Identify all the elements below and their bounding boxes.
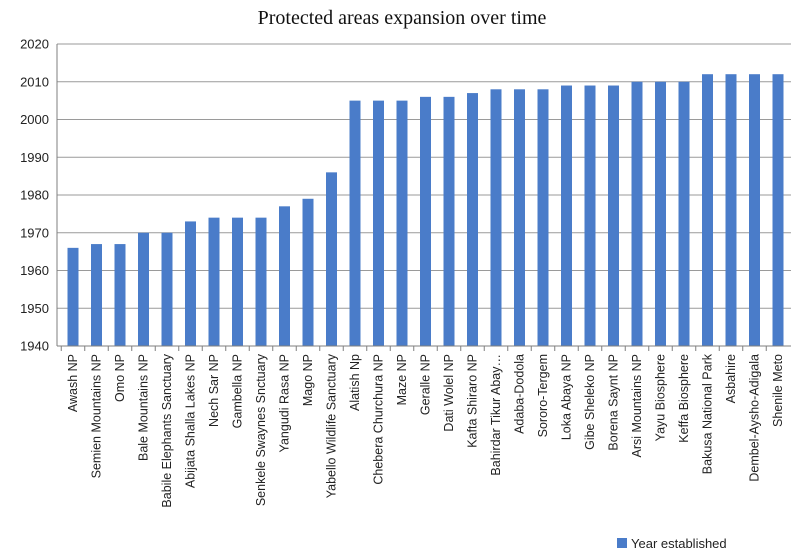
x-tick-label: Dati Wolel NP xyxy=(442,354,456,432)
bar xyxy=(514,89,525,347)
x-tick-label: Arsi Mountains NP xyxy=(630,354,644,458)
legend-swatch xyxy=(617,538,627,548)
x-tick-label: Bale Mountains NP xyxy=(137,354,151,461)
x-tick-label: Bakusa National Park xyxy=(701,353,715,474)
x-tick-label: Alatish Np xyxy=(348,354,362,411)
bar xyxy=(232,217,243,346)
y-tick-labels: 1940 1950 1960 1970 1980 1990 2000 2010 2020 xyxy=(20,37,49,354)
bar xyxy=(161,232,173,346)
bar xyxy=(91,244,102,346)
bar xyxy=(631,81,643,346)
x-tick-label: Gibe Sheleko NP xyxy=(583,354,597,450)
bar xyxy=(561,85,572,347)
y-tick-label: 1950 xyxy=(20,301,49,316)
bar xyxy=(749,74,760,346)
y-tick-label: 1980 xyxy=(20,188,49,203)
x-tick-label: Awash NP xyxy=(66,354,80,412)
bar xyxy=(279,206,290,346)
bar xyxy=(373,100,384,346)
x-tick-label: Senkele Swaynes Snctuary xyxy=(254,353,268,506)
x-tick-label: Bahirdar Tikur Abay… xyxy=(489,354,503,476)
x-tick-label: Chebera Churchura NP xyxy=(372,354,386,485)
legend: Year established xyxy=(617,536,727,551)
x-tick-label: Adaba-Dodola xyxy=(513,354,527,434)
x-tick-label: Abijata Shalla Lakes NP xyxy=(184,354,198,488)
x-tick-label: Asbahire xyxy=(724,354,738,403)
bar xyxy=(138,232,149,346)
x-tick-label: Gambella NP xyxy=(231,354,245,428)
x-tick-label: Nech Sar NP xyxy=(207,354,221,427)
bar xyxy=(349,100,361,346)
bar xyxy=(67,247,79,346)
bar xyxy=(208,217,220,346)
bar xyxy=(490,89,502,347)
y-tick-label: 2020 xyxy=(20,37,49,52)
x-tick-label: Babile Elephants Sanctuary xyxy=(160,353,174,507)
x-tick-label: Yayu Biosphere xyxy=(654,354,668,441)
bar xyxy=(443,96,455,346)
y-tick-label: 2010 xyxy=(20,74,49,89)
bar xyxy=(584,85,596,347)
x-tick-label: Borena Saynt NP xyxy=(607,354,621,451)
bar xyxy=(772,74,784,346)
y-tick-label: 1960 xyxy=(20,263,49,278)
x-tick-label: Shenile Meto xyxy=(771,354,785,427)
bar xyxy=(302,198,314,346)
chart-title: Protected areas expansion over time xyxy=(258,7,547,29)
x-tick-label: Maze NP xyxy=(395,354,409,405)
y-tick-label: 1970 xyxy=(20,225,49,240)
bar xyxy=(255,217,267,346)
x-tick-label: Omo NP xyxy=(113,354,127,402)
x-tick-labels: Awash NP Semien Mountains NP Omo NP Bale Mo… xyxy=(66,353,785,507)
x-tick-label: Yangudi Rasa NP xyxy=(278,354,292,452)
x-tick-label: Loka Abaya NP xyxy=(560,354,574,440)
bar xyxy=(467,93,478,346)
x-tick-label: Keffa Biosphere xyxy=(677,354,691,443)
x-tick-label: Geralle NP xyxy=(419,354,433,415)
x-tick-label: Mago NP xyxy=(301,354,315,406)
bar xyxy=(396,100,408,346)
bar xyxy=(725,74,737,346)
bars xyxy=(67,74,784,347)
x-tick-label: Dembel-Aysho-Adigala xyxy=(748,354,762,482)
bar xyxy=(420,96,431,346)
bar xyxy=(326,172,337,346)
x-tick-label: Kafta Shiraro NP xyxy=(466,354,480,448)
bar xyxy=(608,85,619,347)
bar xyxy=(702,74,713,346)
bar xyxy=(678,81,690,346)
x-tick-label: Semien Mountains NP xyxy=(90,354,104,478)
x-tick-label: Sororo-Tergem xyxy=(536,354,550,437)
axes xyxy=(56,44,791,351)
bar xyxy=(185,221,196,346)
y-tick-label: 1940 xyxy=(20,339,49,354)
y-tick-label: 1990 xyxy=(20,150,49,165)
y-tick-label: 2000 xyxy=(20,112,49,127)
bar xyxy=(537,89,549,347)
legend-label: Year established xyxy=(631,536,727,551)
bar xyxy=(114,244,126,346)
bar xyxy=(655,81,666,346)
x-tick-label: Yabello Wildlife Sanctuary xyxy=(325,353,339,498)
